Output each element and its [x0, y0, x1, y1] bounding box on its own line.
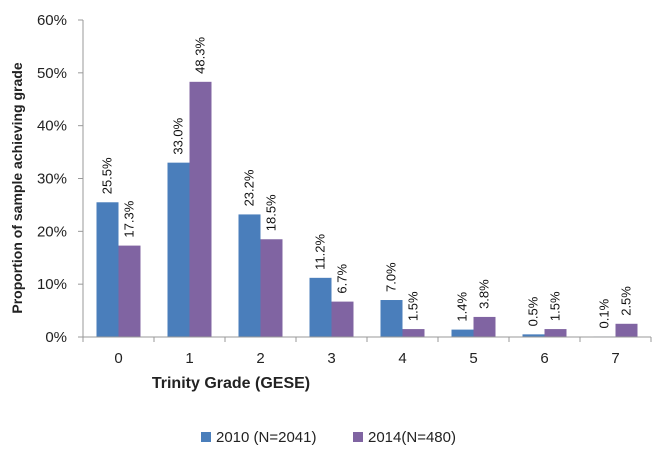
x-tick-label: 4: [398, 350, 406, 367]
data-label: 7.0%: [384, 262, 399, 292]
y-tick-label: 30%: [37, 171, 67, 188]
bar: [309, 277, 332, 337]
data-label: 6.7%: [335, 264, 350, 294]
data-label: 1.5%: [548, 291, 563, 321]
data-label: 1.5%: [406, 291, 421, 321]
y-tick-label: 50%: [37, 65, 67, 82]
data-label: 3.8%: [477, 279, 492, 309]
bar: [380, 300, 403, 337]
legend-label: 2010 (N=2041): [216, 429, 317, 446]
data-label: 48.3%: [193, 37, 208, 74]
data-label: 23.2%: [242, 169, 257, 206]
bar: [473, 316, 496, 337]
y-tick-label: 40%: [37, 118, 67, 135]
data-label: 11.2%: [313, 233, 328, 269]
data-label: 17.3%: [122, 200, 137, 237]
x-tick-label: 7: [611, 350, 619, 367]
x-tick-label: 3: [327, 350, 335, 367]
x-tick-label: 5: [469, 350, 477, 367]
bar: [544, 329, 567, 337]
bar: [167, 162, 190, 337]
bar: [402, 329, 425, 337]
bar: [331, 301, 354, 337]
bar: [451, 329, 474, 337]
data-label: 33.0%: [171, 117, 186, 154]
data-label: 25.5%: [100, 157, 115, 194]
data-label: 0.1%: [597, 298, 612, 328]
bar: [522, 334, 545, 337]
bar: [238, 214, 261, 337]
x-tick-label: 1: [185, 350, 193, 367]
bar: [615, 323, 638, 337]
x-axis-title: Trinity Grade (GESE): [152, 375, 310, 392]
legend-swatch: [353, 432, 363, 442]
legend-swatch: [201, 432, 211, 442]
y-tick-label: 10%: [37, 276, 67, 293]
legend: 2010 (N=2041) 2014(N=480): [201, 429, 456, 446]
bar: [118, 245, 141, 337]
x-tick-label: 2: [256, 350, 264, 367]
y-axis-title: Proportion of sample achieving grade: [9, 62, 25, 313]
data-label: 0.5%: [526, 296, 541, 326]
x-tick-label: 6: [540, 350, 548, 367]
x-tick-label: 0: [114, 350, 122, 367]
data-label: 1.4%: [455, 292, 470, 322]
y-tick-label: 20%: [37, 223, 67, 240]
y-tick-label: 0%: [45, 329, 67, 346]
bar: [260, 239, 283, 337]
data-label: 18.5%: [264, 194, 279, 231]
legend-label: 2014(N=480): [368, 429, 456, 446]
y-tick-label: 60%: [37, 12, 67, 29]
bar: [96, 202, 119, 337]
data-label: 2.5%: [619, 286, 634, 316]
bar: [189, 81, 212, 337]
